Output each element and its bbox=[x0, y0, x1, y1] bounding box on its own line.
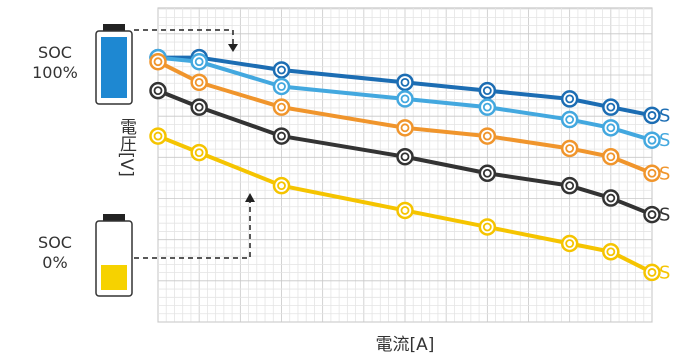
marker bbox=[643, 131, 661, 149]
marker bbox=[190, 143, 208, 162]
arrow-head bbox=[228, 44, 238, 52]
series-label: S bbox=[659, 262, 670, 283]
marker bbox=[602, 119, 620, 137]
battery-empty bbox=[95, 214, 133, 297]
annotation: 0% bbox=[42, 253, 67, 272]
marker bbox=[560, 90, 579, 108]
marker-inner bbox=[153, 131, 163, 141]
marker-inner bbox=[482, 131, 492, 141]
marker bbox=[560, 234, 579, 253]
marker bbox=[602, 243, 620, 261]
annotation: SOC bbox=[38, 233, 72, 252]
marker bbox=[602, 147, 620, 166]
marker-inner bbox=[565, 144, 575, 153]
marker-inner bbox=[606, 247, 616, 257]
marker-inner bbox=[606, 152, 616, 162]
marker bbox=[643, 205, 661, 224]
marker-inner bbox=[482, 222, 492, 232]
marker bbox=[272, 98, 291, 116]
marker-inner bbox=[194, 148, 204, 158]
marker bbox=[478, 164, 497, 183]
marker-inner bbox=[194, 77, 204, 87]
marker-inner bbox=[647, 168, 657, 178]
marker-inner bbox=[606, 123, 616, 133]
marker bbox=[478, 98, 497, 116]
marker-inner bbox=[400, 206, 410, 215]
series-label: S bbox=[659, 163, 670, 184]
marker bbox=[478, 127, 497, 145]
marker bbox=[396, 119, 414, 137]
y-axis-label: 電圧[V] bbox=[116, 118, 136, 177]
marker bbox=[396, 73, 414, 92]
marker-inner bbox=[565, 181, 575, 191]
marker-inner bbox=[277, 131, 286, 141]
marker bbox=[272, 127, 291, 145]
marker bbox=[149, 52, 167, 71]
marker bbox=[190, 52, 208, 71]
marker-inner bbox=[400, 77, 410, 87]
marker-inner bbox=[153, 86, 163, 96]
marker bbox=[272, 77, 291, 96]
marker-inner bbox=[647, 111, 657, 120]
marker-inner bbox=[565, 94, 575, 104]
series-label: S bbox=[659, 130, 670, 151]
marker bbox=[602, 98, 620, 116]
marker bbox=[149, 127, 167, 145]
marker-inner bbox=[482, 168, 492, 178]
marker bbox=[272, 176, 291, 195]
marker-inner bbox=[565, 239, 575, 248]
marker bbox=[272, 61, 291, 79]
marker bbox=[643, 263, 661, 282]
marker-inner bbox=[194, 102, 204, 112]
annotation: 100% bbox=[32, 63, 78, 82]
marker bbox=[149, 81, 167, 100]
marker-inner bbox=[647, 135, 657, 145]
arrows bbox=[134, 29, 251, 259]
annotation: SOC bbox=[38, 43, 72, 62]
series-label: S bbox=[659, 105, 670, 126]
marker bbox=[643, 106, 661, 125]
marker bbox=[560, 176, 579, 195]
marker bbox=[396, 147, 414, 166]
x-axis-label: 電流[A] bbox=[376, 335, 435, 355]
marker-inner bbox=[277, 82, 286, 91]
marker-inner bbox=[194, 57, 204, 67]
marker bbox=[396, 90, 414, 108]
marker-inner bbox=[277, 65, 286, 75]
marker-inner bbox=[277, 181, 286, 191]
arrow-head bbox=[245, 193, 255, 202]
marker-inner bbox=[400, 152, 410, 162]
marker-inner bbox=[400, 123, 410, 133]
marker-inner bbox=[647, 210, 657, 219]
marker bbox=[643, 164, 661, 183]
marker bbox=[190, 98, 208, 116]
marker bbox=[602, 189, 620, 207]
marker-inner bbox=[606, 102, 616, 112]
marker-inner bbox=[482, 86, 492, 96]
marker-inner bbox=[400, 94, 410, 104]
marker bbox=[478, 81, 497, 100]
marker-inner bbox=[606, 193, 616, 203]
marker bbox=[396, 201, 414, 220]
marker-inner bbox=[153, 57, 163, 67]
marker bbox=[560, 139, 579, 158]
marker-inner bbox=[277, 102, 286, 112]
marker-inner bbox=[565, 115, 575, 124]
series-label: S bbox=[659, 205, 670, 226]
marker bbox=[478, 218, 497, 236]
marker bbox=[190, 73, 208, 92]
marker bbox=[560, 110, 579, 129]
battery-full bbox=[95, 24, 133, 105]
marker-inner bbox=[647, 268, 657, 277]
marker-inner bbox=[482, 102, 492, 112]
